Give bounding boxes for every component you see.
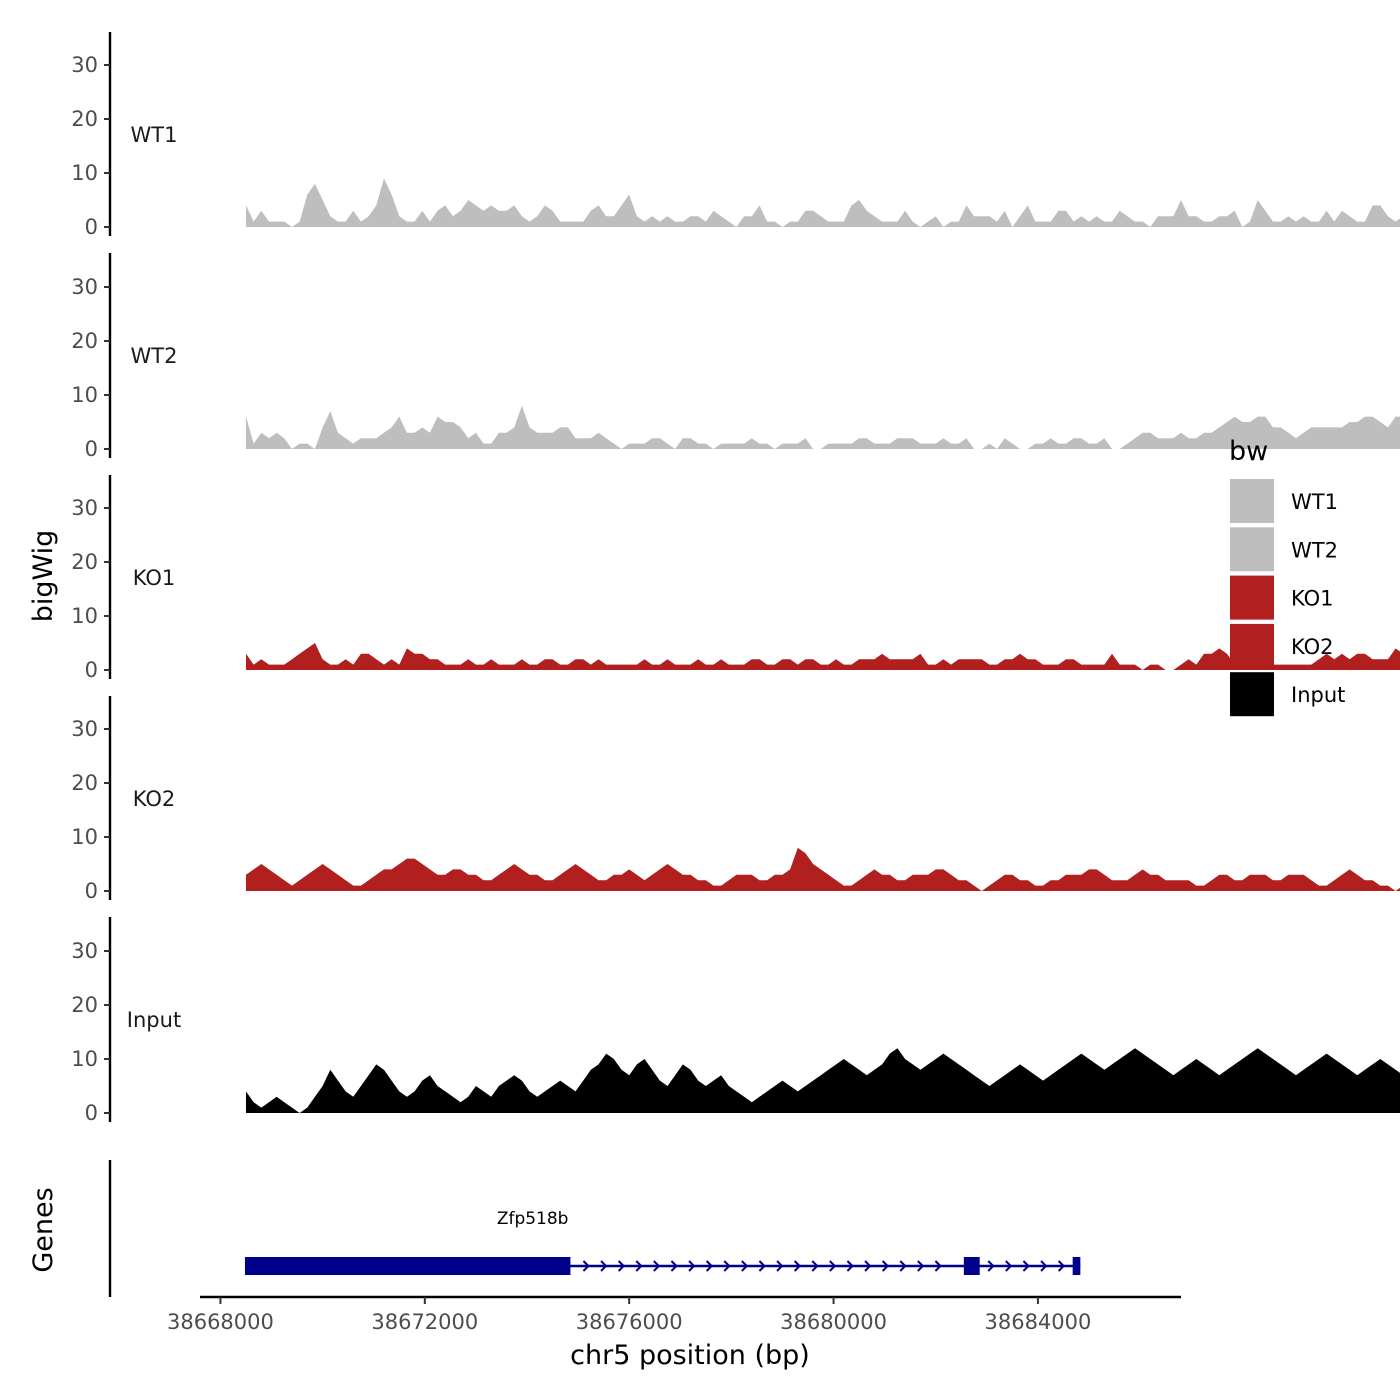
legend-item-ko1: KO1 bbox=[1230, 575, 1334, 620]
y-tick-label: 30 bbox=[71, 496, 98, 520]
y-tick-label: 0 bbox=[85, 215, 98, 239]
legend-label: WT2 bbox=[1291, 538, 1338, 562]
strand-arrow bbox=[987, 1260, 995, 1272]
y-tick-label: 10 bbox=[71, 825, 98, 849]
x-tick-label: 38676000 bbox=[576, 1310, 683, 1334]
genes-axis-title: Genes bbox=[28, 1187, 59, 1272]
legend-item-wt1: WT1 bbox=[1230, 479, 1338, 523]
track-label-wt2: WT2 bbox=[131, 344, 178, 368]
gene-exon bbox=[1072, 1257, 1081, 1275]
area-ko2 bbox=[245, 847, 1400, 891]
track-label-wt1: WT1 bbox=[131, 123, 178, 147]
y-tick-label: 20 bbox=[71, 107, 98, 131]
legend-item-input: Input bbox=[1230, 672, 1345, 717]
track-input: 0 10 20 30 Input bbox=[71, 917, 1400, 1125]
y-tick-label: 10 bbox=[71, 1047, 98, 1071]
strand-arrow bbox=[793, 1260, 802, 1272]
y-tick-label: 30 bbox=[71, 53, 98, 77]
strand-arrow bbox=[934, 1260, 942, 1272]
y-tick-label: 30 bbox=[71, 717, 98, 741]
y-tick-label: 20 bbox=[71, 993, 98, 1017]
x-tick-label: 38680000 bbox=[780, 1310, 887, 1334]
track-wt2: 0 10 20 30 WT2 bbox=[71, 253, 1400, 461]
gene-exon bbox=[963, 1257, 980, 1275]
x-tick-label: 38672000 bbox=[371, 1310, 478, 1334]
legend-swatch bbox=[1230, 479, 1274, 523]
coverage-tracks: 0 10 20 30 WT1 0 10 20 30 WT2 0 10 20 30 KO1 0 10 20 30 KO2… bbox=[71, 32, 1400, 1125]
x-axis-title: chr5 position (bp) bbox=[570, 1340, 810, 1371]
strand-arrow bbox=[758, 1260, 766, 1272]
strand-arrow bbox=[917, 1260, 925, 1272]
legend-swatch bbox=[1230, 527, 1274, 572]
strand-arrow bbox=[864, 1260, 872, 1272]
track-label-ko1: KO1 bbox=[133, 566, 176, 590]
strand-arrow bbox=[600, 1260, 608, 1272]
legend-label: WT1 bbox=[1291, 490, 1338, 514]
gene-panel: Zfp518b bbox=[108, 1160, 1081, 1297]
strand-arrow bbox=[582, 1260, 590, 1272]
y-tick-label: 0 bbox=[85, 879, 98, 903]
gene-label: Zfp518b bbox=[497, 1209, 569, 1229]
strand-arrow bbox=[899, 1260, 907, 1272]
y-tick-label: 0 bbox=[85, 1101, 98, 1125]
y-tick-label: 20 bbox=[71, 771, 98, 795]
strand-arrow bbox=[635, 1260, 643, 1272]
y-tick-label: 0 bbox=[85, 658, 98, 682]
y-tick-label: 30 bbox=[71, 275, 98, 299]
y-tick-label: 20 bbox=[71, 550, 98, 574]
strand-arrow bbox=[881, 1260, 890, 1272]
legend-swatch bbox=[1230, 575, 1274, 620]
y-tick-label: 20 bbox=[71, 329, 98, 353]
legend-item-wt2: WT2 bbox=[1230, 527, 1338, 572]
strand-arrow bbox=[741, 1260, 749, 1272]
legend-swatch bbox=[1230, 672, 1274, 717]
track-wt1: 0 10 20 30 WT1 bbox=[71, 32, 1400, 239]
strand-arrow bbox=[846, 1260, 854, 1272]
track-label-ko2: KO2 bbox=[133, 787, 176, 811]
area-wt1 bbox=[245, 178, 1400, 227]
track-ko2: 0 10 20 30 KO2 bbox=[71, 696, 1400, 903]
strand-arrow bbox=[776, 1260, 784, 1272]
y-tick-label: 10 bbox=[71, 383, 98, 407]
area-ko1 bbox=[245, 643, 1400, 670]
y-tick-label: 30 bbox=[71, 939, 98, 963]
gene-exon bbox=[244, 1257, 571, 1275]
strand-arrow bbox=[829, 1260, 837, 1272]
strand-arrow bbox=[1057, 1260, 1066, 1272]
y-tick-label: 10 bbox=[71, 604, 98, 628]
y-tick-label: 10 bbox=[71, 161, 98, 185]
track-ko1: 0 10 20 30 KO1 bbox=[71, 475, 1400, 682]
area-input bbox=[245, 1048, 1400, 1113]
legend-label: Input bbox=[1291, 683, 1345, 707]
strand-arrow bbox=[653, 1260, 661, 1272]
y-axis-title: bigWig bbox=[28, 530, 59, 623]
strand-arrow bbox=[1040, 1260, 1048, 1272]
legend-title: bw bbox=[1229, 436, 1268, 467]
strand-arrow bbox=[811, 1260, 819, 1272]
strand-arrow bbox=[670, 1260, 678, 1272]
strand-arrow bbox=[688, 1260, 696, 1272]
track-label-input: Input bbox=[127, 1008, 181, 1032]
x-axis: 38668000 38672000 38676000 38680000 38684000 bbox=[167, 1295, 1181, 1334]
strand-arrow bbox=[617, 1260, 626, 1272]
legend-label: KO1 bbox=[1291, 587, 1334, 611]
strand-arrow bbox=[1005, 1260, 1013, 1272]
legend: bw WT1 WT2 KO1 KO2 Input bbox=[1229, 436, 1345, 717]
area-wt2 bbox=[245, 405, 1400, 449]
legend-item-ko2: KO2 bbox=[1230, 623, 1334, 668]
y-tick-label: 0 bbox=[85, 437, 98, 461]
legend-swatch bbox=[1230, 623, 1274, 668]
strand-arrow bbox=[1022, 1260, 1030, 1272]
strand-arrow bbox=[723, 1260, 731, 1272]
x-tick-label: 38684000 bbox=[984, 1310, 1091, 1334]
x-tick-label: 38668000 bbox=[167, 1310, 274, 1334]
legend-label: KO2 bbox=[1291, 635, 1334, 659]
strand-arrow bbox=[705, 1260, 714, 1272]
